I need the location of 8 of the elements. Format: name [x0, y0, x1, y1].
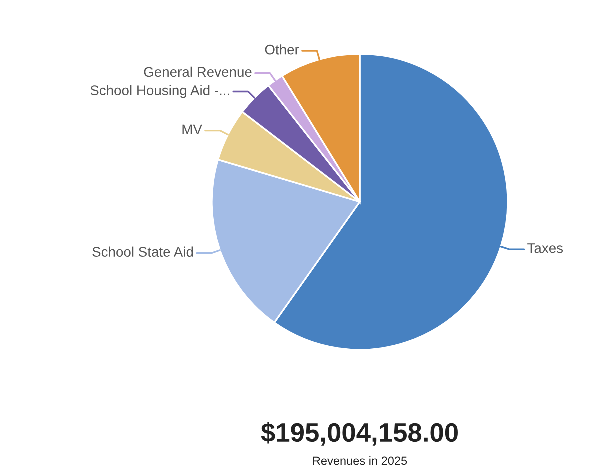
slice-label: School State Aid [92, 246, 194, 258]
slice-label: Taxes [528, 244, 564, 254]
slice-label: Other [265, 44, 300, 55]
text: $195,004,158.00 [261, 422, 458, 446]
text: Revenues in 2025 [313, 456, 408, 466]
slice-label: General Revenue [144, 66, 252, 78]
slice-label: MV [182, 124, 202, 134]
slice-label: School Housing Aid -... [90, 85, 230, 98]
